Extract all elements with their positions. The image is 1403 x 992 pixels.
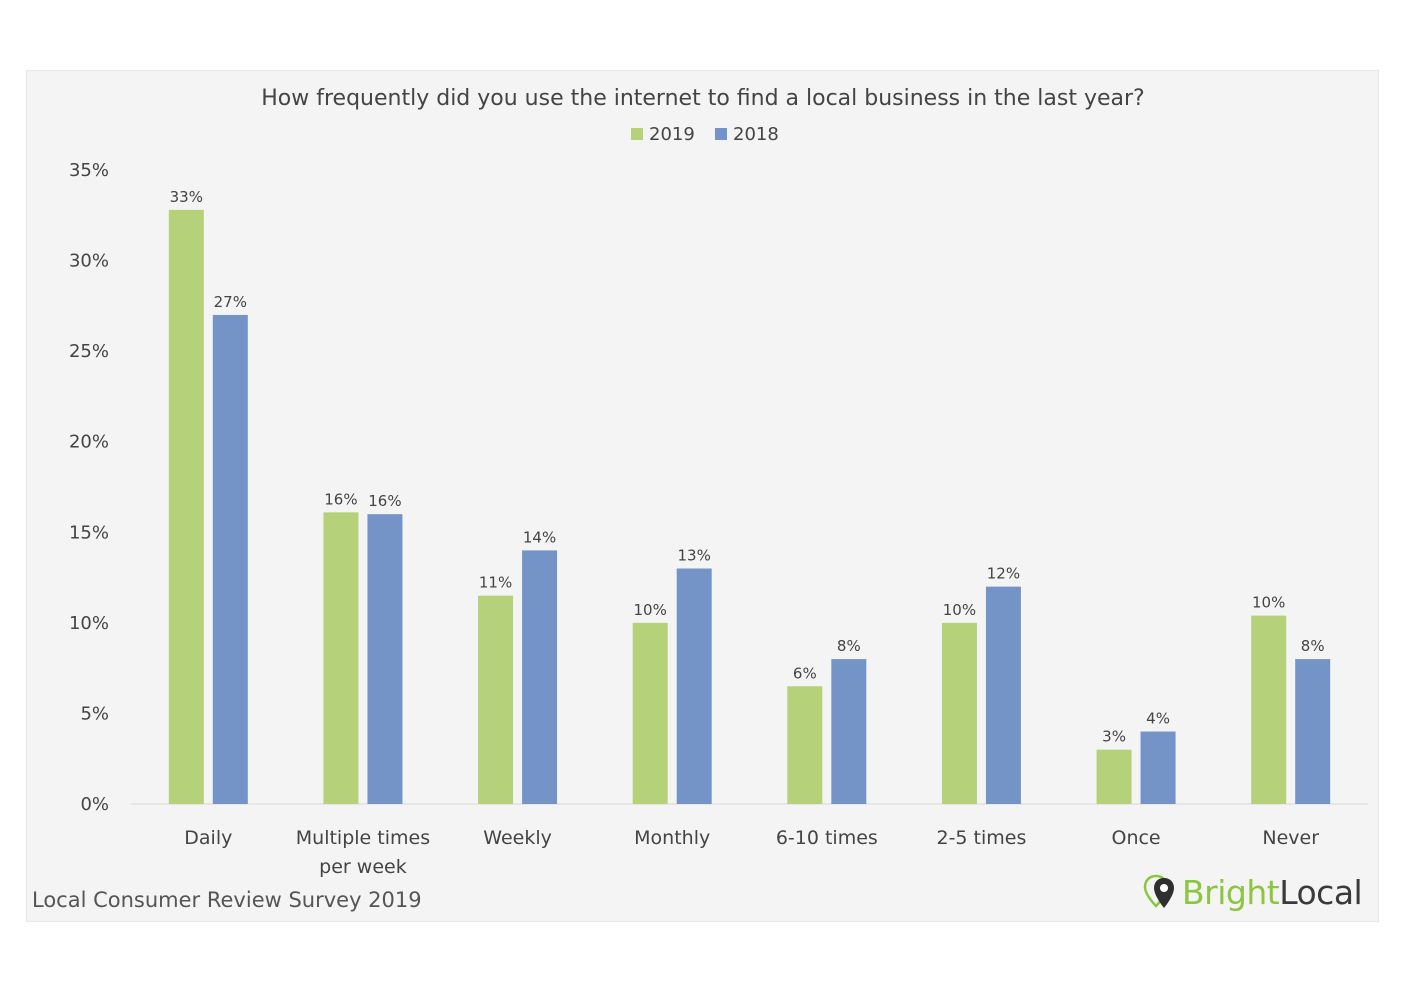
bar-2018 [1140,731,1176,804]
legend: 2019 2018 [631,124,779,145]
bar-2019 [1251,615,1287,804]
data-label: 8% [1301,637,1325,655]
logo-text-local: Local [1279,872,1363,912]
bar-2019 [941,622,977,804]
x-tick-label: Monthly [634,827,710,849]
bar-2019 [1096,749,1132,804]
chart-title: How frequently did you use the internet … [261,86,1144,111]
bar-2018 [831,659,867,804]
legend-swatch-2019 [631,128,643,140]
data-label: 33% [170,188,203,206]
bar-2019 [478,595,514,804]
x-axis: Daily Multiple times per week Weekly Monthly… [184,827,1319,878]
data-label: 27% [214,293,247,311]
data-label: 13% [678,547,711,565]
bar-2019 [787,686,823,804]
x-tick-label: Once [1111,827,1160,849]
data-label: 16% [368,492,401,510]
x-tick-label: Never [1262,827,1319,849]
x-tick-label: 2-5 times [936,827,1026,849]
data-label: 10% [634,601,667,619]
data-label: 14% [523,528,556,546]
data-label: 3% [1102,728,1126,746]
bar-2018 [985,586,1021,804]
bar-2019 [632,622,668,804]
data-label: 11% [479,574,512,592]
bar-chart: How frequently did you use the internet … [69,86,1368,878]
logo-text: BrightLocal [1182,872,1363,912]
y-tick-label: 0% [80,794,109,815]
y-tick-label: 5% [80,703,109,724]
data-label: 10% [1252,594,1285,612]
x-tick-label: 6-10 times [776,827,878,849]
legend-label: 2019 [649,124,695,145]
y-tick-label: 20% [69,432,109,453]
y-tick-label: 15% [69,522,109,543]
x-tick-label: per week [319,856,407,878]
x-tick-label: Weekly [483,827,552,849]
data-label: 10% [943,601,976,619]
bar-2019 [168,209,204,804]
y-tick-label: 25% [69,341,109,362]
bar-2018 [522,550,558,804]
data-label: 16% [324,490,357,508]
data-label: 6% [793,664,817,682]
source-caption: Local Consumer Review Survey 2019 [32,888,422,912]
x-tick-label: Multiple times [296,827,430,849]
data-label: 4% [1146,710,1170,728]
bar-2019 [323,512,359,804]
bar-2018 [367,514,403,804]
bar-2018 [212,314,248,804]
legend-label: 2018 [733,124,779,145]
x-tick-label: Daily [184,827,232,849]
legend-swatch-2018 [715,128,727,140]
y-axis: 0% 5% 10% 15% 20% 25% 30% 35% [69,160,109,815]
bar-2018 [676,568,712,804]
logo-text-bright: Bright [1182,872,1280,912]
y-tick-label: 10% [69,613,109,634]
y-tick-label: 30% [69,251,109,272]
data-label: 12% [987,565,1020,583]
data-label: 8% [837,637,861,655]
chart-panel: How frequently did you use the internet … [26,70,1379,922]
bar-2018 [1295,659,1331,804]
bars: 33% 27% 16% 16% 11% 14% 10% 13% 6% 8% 10% 12% 3% 4% 10… [168,188,1331,804]
y-tick-label: 35% [69,160,109,181]
map-pin-icon [1143,874,1174,908]
brightlocal-logo: BrightLocal [1142,872,1363,912]
